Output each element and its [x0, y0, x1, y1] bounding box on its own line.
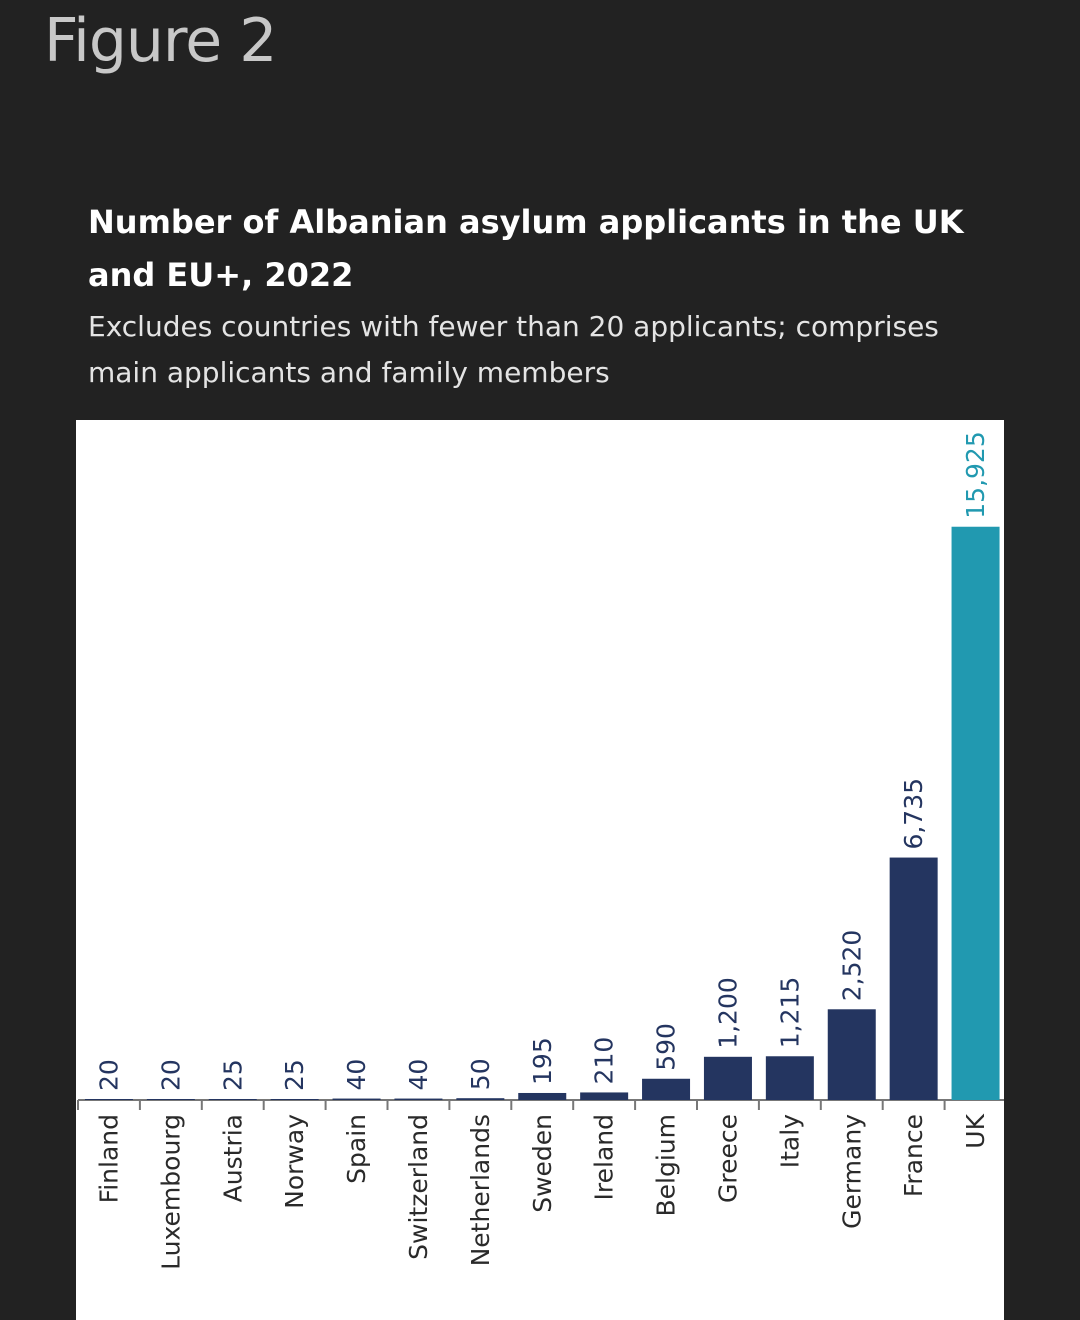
value-label: 1,215 — [775, 977, 804, 1049]
category-label: Finland — [94, 1114, 123, 1203]
category-label: Germany — [837, 1114, 866, 1229]
bar-greece — [703, 1056, 752, 1100]
bar-netherlands — [456, 1098, 505, 1100]
category-label: Netherlands — [466, 1114, 495, 1266]
category-label: Belgium — [652, 1114, 681, 1217]
bar-chart: 20 Finland 20 Luxembourg 25 Austria 25 Norway 40… — [77, 431, 1004, 1270]
bar-france — [889, 857, 938, 1100]
bar-sweden — [518, 1092, 567, 1100]
value-label: 2,520 — [837, 930, 866, 1002]
category-label: UK — [961, 1113, 990, 1148]
bar-italy — [765, 1056, 814, 1100]
figure-label: Figure 2 — [44, 6, 277, 76]
value-label: 590 — [652, 1023, 681, 1071]
category-label: Switzerland — [404, 1114, 433, 1260]
category-label: Sweden — [528, 1114, 557, 1213]
bar-finland — [84, 1099, 133, 1100]
bar-spain — [332, 1098, 381, 1100]
bar-austria — [208, 1099, 257, 1100]
value-label: 40 — [404, 1059, 433, 1091]
value-label: 25 — [218, 1059, 247, 1091]
value-label: 40 — [342, 1059, 371, 1091]
bar-ireland — [580, 1092, 629, 1100]
value-label: 25 — [280, 1059, 309, 1091]
chart-area: 20 Finland 20 Luxembourg 25 Austria 25 Norway 40… — [76, 420, 1004, 1320]
category-label: Ireland — [590, 1114, 619, 1200]
category-label: Italy — [775, 1114, 804, 1168]
bar-belgium — [642, 1078, 691, 1100]
bar-germany — [827, 1009, 876, 1100]
bar-uk — [951, 526, 1000, 1100]
chart-title: Number of Albanian asylum applicants in … — [88, 203, 964, 294]
category-label: Austria — [218, 1114, 247, 1202]
category-label: Spain — [342, 1114, 371, 1184]
bar-luxembourg — [146, 1099, 195, 1100]
bar-switzerland — [394, 1098, 443, 1100]
bar-norway — [270, 1099, 319, 1100]
category-label: Greece — [713, 1114, 742, 1203]
value-label: 210 — [590, 1037, 619, 1085]
category-label: Luxembourg — [156, 1114, 185, 1270]
chart-subtitle: Excludes countries with fewer than 20 ap… — [88, 310, 939, 389]
value-label: 20 — [94, 1059, 123, 1091]
category-label: France — [899, 1114, 928, 1197]
value-label: 6,735 — [899, 778, 928, 850]
value-label: 195 — [528, 1037, 557, 1085]
value-label: 15,925 — [961, 431, 990, 518]
value-label: 20 — [156, 1059, 185, 1091]
category-label: Norway — [280, 1114, 309, 1209]
value-label: 50 — [466, 1058, 495, 1090]
value-label: 1,200 — [713, 977, 742, 1049]
